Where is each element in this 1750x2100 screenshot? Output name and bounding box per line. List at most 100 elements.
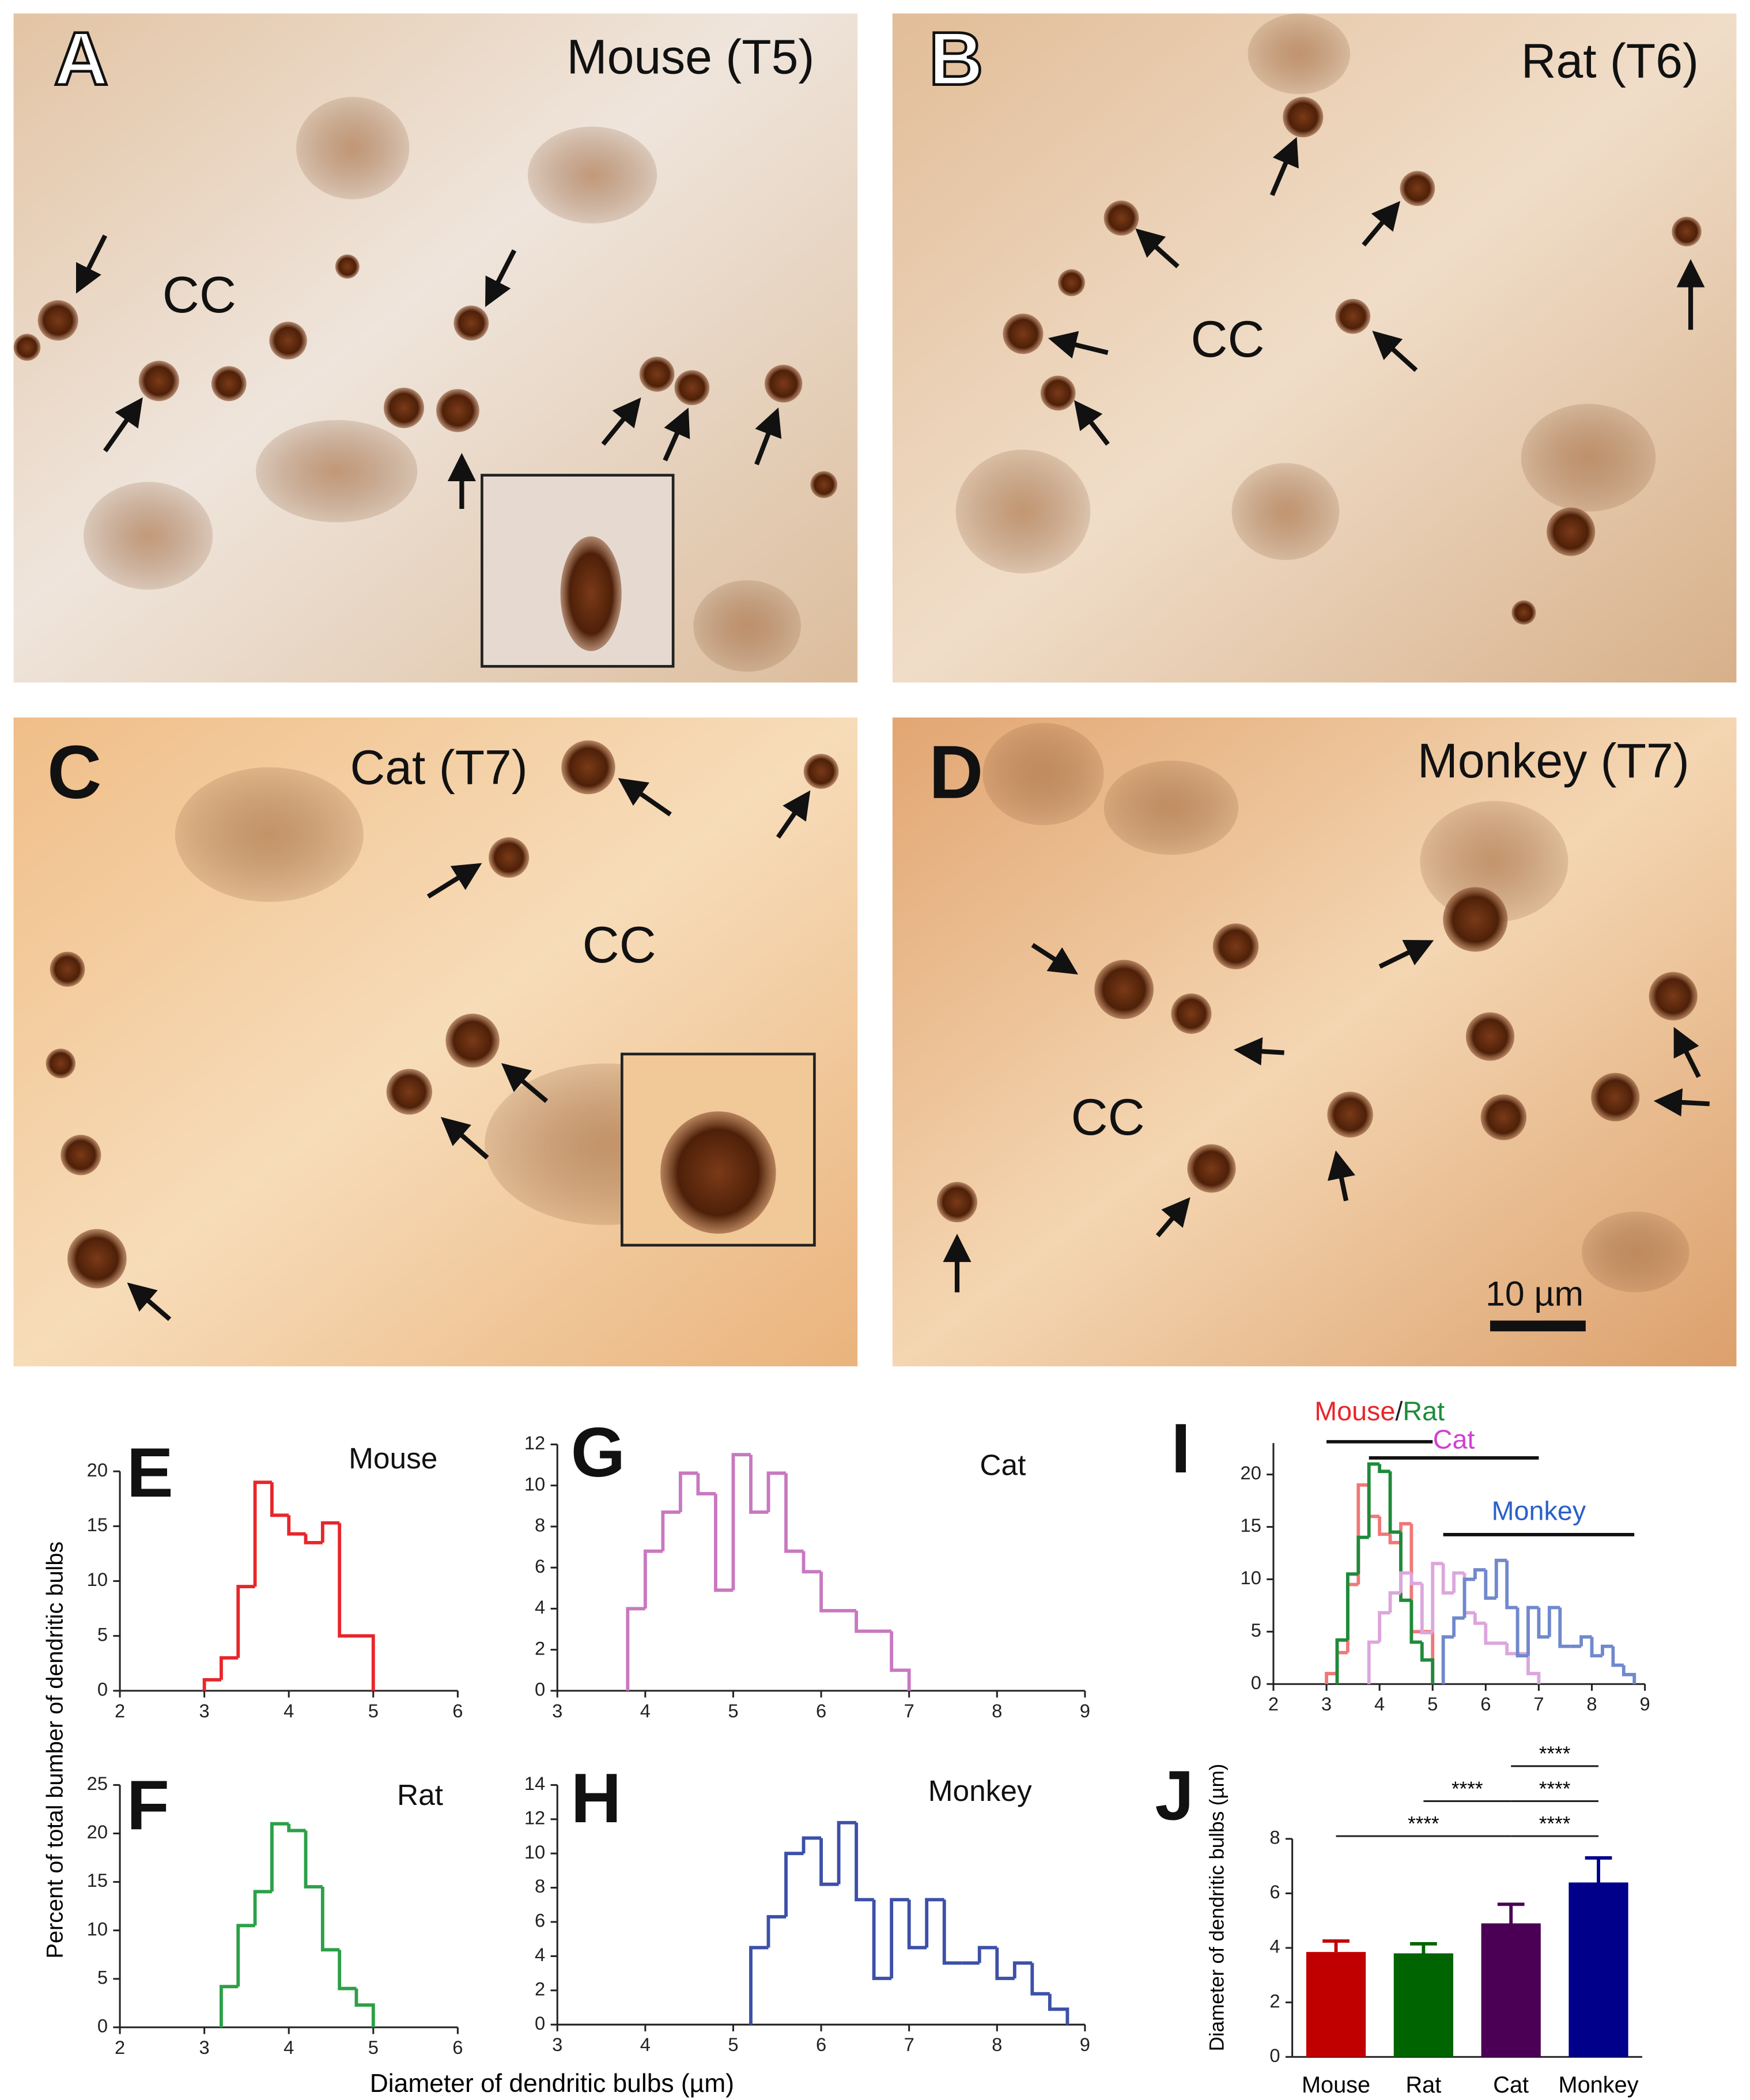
- range-label: Cat: [1433, 1425, 1475, 1455]
- histogram-step: [253, 1890, 272, 1926]
- histogram-step: [220, 1656, 239, 1680]
- micrograph-content: [936, 723, 1710, 1293]
- histogram-step: [1388, 1534, 1401, 1544]
- range-label: Mouse/Rat: [1314, 1396, 1445, 1426]
- histogram-step: [320, 1521, 340, 1543]
- histogram-step: [784, 1473, 804, 1553]
- x-tick-label: 3: [1321, 1693, 1332, 1714]
- histogram-step: [1579, 1635, 1592, 1646]
- histogram-step: [643, 1549, 663, 1609]
- arrow: [1269, 137, 1299, 197]
- region-label: CC: [583, 916, 656, 973]
- y-tick-label: 15: [1241, 1514, 1261, 1536]
- x-tick-label: Rat: [1405, 2072, 1441, 2098]
- x-tick-label: 3: [552, 2034, 562, 2055]
- histogram-step: [1441, 1563, 1454, 1595]
- histogram-step: [1420, 1583, 1433, 1635]
- significance-label: ****: [1539, 1778, 1571, 1800]
- histogram-step: [1473, 1568, 1486, 1580]
- x-tick-label: 6: [816, 1700, 826, 1721]
- y-tick-label: 0: [97, 1679, 108, 1700]
- dendritic-bulb: [1171, 993, 1212, 1034]
- dendritic-bulb: [67, 1229, 127, 1289]
- arrow: [1074, 400, 1110, 446]
- region-label: CC: [1190, 311, 1264, 368]
- dendritic-bulb: [1547, 507, 1596, 556]
- soma: [1521, 403, 1656, 512]
- x-tick-label: 7: [904, 2034, 914, 2055]
- histogram-step: [1367, 1640, 1380, 1684]
- histogram-step: [802, 1551, 822, 1574]
- dendritic-bulb: [1672, 217, 1702, 247]
- arrow: [1378, 939, 1434, 969]
- bar: [1481, 1923, 1541, 2057]
- y-tick-label: 10: [87, 1918, 108, 1939]
- y-tick-label: 20: [87, 1459, 108, 1480]
- x-tick-label: 2: [1268, 1693, 1279, 1714]
- histogram-step: [731, 1453, 751, 1591]
- dendritic-bulb: [386, 1068, 432, 1115]
- x-tick-label: 3: [552, 1700, 562, 1721]
- bar: [1568, 1882, 1628, 2057]
- histogram-step: [661, 1510, 681, 1551]
- chart-title: Rat: [397, 1778, 443, 1811]
- x-tick-label: Mouse: [1302, 2072, 1370, 2098]
- micrographs: A Mouse (T5)CCB Rat (T6)CCC Cat (T7)CCD Monk…: [13, 13, 1737, 1366]
- histogram-step: [1537, 1607, 1549, 1639]
- panel-letter: J: [1155, 1757, 1194, 1835]
- significance-label: ****: [1539, 1743, 1571, 1765]
- histogram-step: [1345, 1572, 1359, 1640]
- soma: [693, 580, 802, 672]
- dendritic-bulb: [383, 387, 424, 428]
- histogram-step: [802, 1836, 822, 1854]
- histogram-step: [784, 1852, 804, 1917]
- histogram-step: [1462, 1577, 1475, 1618]
- arrow: [776, 790, 811, 839]
- micrograph-content: [13, 97, 838, 672]
- histogram-step: [202, 1678, 221, 1691]
- arrow: [501, 1063, 549, 1103]
- histogram-step: [872, 1899, 892, 1980]
- chart-title: Mouse: [349, 1441, 437, 1475]
- x-tick-label: 5: [368, 1700, 379, 1721]
- arrow: [1031, 943, 1079, 975]
- y-axis-label: Percent of total bumber of dendritic bul…: [43, 1542, 68, 1959]
- arrow: [1673, 1026, 1701, 1078]
- arrow: [1362, 201, 1401, 247]
- soma: [175, 767, 364, 902]
- dendritic-bulb: [50, 951, 85, 987]
- range-label: Monkey: [1492, 1496, 1586, 1526]
- dendritic-bulb: [1103, 201, 1139, 236]
- y-tick-label: 5: [97, 1966, 108, 1988]
- dendritic-bulb: [1058, 269, 1085, 296]
- panel-letter: F: [127, 1766, 169, 1844]
- panel-title: Monkey (T7): [1418, 734, 1689, 788]
- y-tick-label: 10: [1241, 1567, 1261, 1588]
- x-tick-label: 2: [115, 1700, 125, 1721]
- dendritic-bulb: [13, 334, 41, 361]
- histogram-step: [766, 1915, 787, 1948]
- soma: [1581, 1211, 1689, 1293]
- histogram-step: [236, 1924, 255, 1987]
- histogram-step: [696, 1473, 716, 1495]
- arrow: [1372, 330, 1418, 372]
- dendritic-bulb: [1094, 960, 1154, 1019]
- soma: [1420, 800, 1568, 923]
- histogram-step: [1484, 1623, 1496, 1645]
- histogram-step: [1030, 1963, 1050, 1996]
- y-tick-label: 20: [87, 1821, 108, 1842]
- histogram-step: [1431, 1562, 1443, 1633]
- histogram-step: [1048, 1993, 1069, 2025]
- histogram-step: [907, 1899, 927, 1950]
- chart-panel: E Mouse 0 5 10 15 20 2 3 4 5 6: [87, 1433, 463, 1721]
- y-tick-label: 15: [87, 1869, 108, 1891]
- histogram-step: [1409, 1573, 1422, 1585]
- x-tick-label: 4: [284, 1700, 294, 1721]
- y-tick-label: 2: [1269, 1990, 1280, 2011]
- significance-label: ****: [1539, 1813, 1571, 1835]
- y-tick-label: 6: [1269, 1881, 1280, 1902]
- arrow: [127, 1282, 172, 1321]
- dendritic-bulb: [445, 1013, 500, 1068]
